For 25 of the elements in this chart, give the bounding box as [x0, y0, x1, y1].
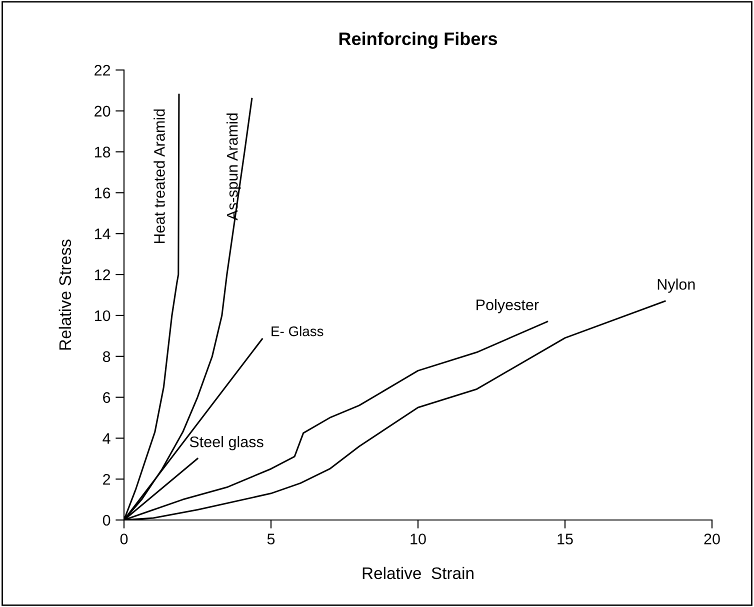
y-tick-label: 2	[103, 474, 110, 485]
y-tick-label: 20	[94, 106, 110, 117]
x-tick-label: 0	[120, 534, 128, 544]
x-tick-label: 5	[267, 534, 275, 544]
x-tick-label: 10	[410, 534, 426, 544]
series-label: Steel glass	[190, 436, 264, 450]
x-tick-label: 20	[704, 534, 720, 544]
chart-title: Reinforcing Fibers	[339, 32, 498, 49]
y-tick-label: 4	[102, 433, 110, 444]
y-tick-label: 12	[94, 269, 110, 280]
y-tick-label: 22	[94, 64, 110, 76]
y-axis-title: Relative Stress	[58, 240, 72, 350]
y-tick-label: 0	[102, 514, 110, 526]
series-label: Nylon	[658, 278, 695, 293]
text: Heat treated Aramid	[154, 109, 165, 244]
y-tick-label: 8	[102, 351, 110, 362]
x-axis-title: Relative Strain	[362, 566, 474, 580]
y-tick-label: 14	[94, 228, 110, 240]
series-label: E- Glass	[272, 326, 324, 336]
y-tick-label: 16	[94, 188, 110, 198]
y-tick-label: 6	[103, 392, 110, 403]
y-tick-label: 18	[94, 146, 110, 158]
y-tick-label: 10	[94, 310, 110, 322]
series-label: Polyester	[476, 299, 539, 314]
x-tick-label: 15	[558, 534, 573, 544]
